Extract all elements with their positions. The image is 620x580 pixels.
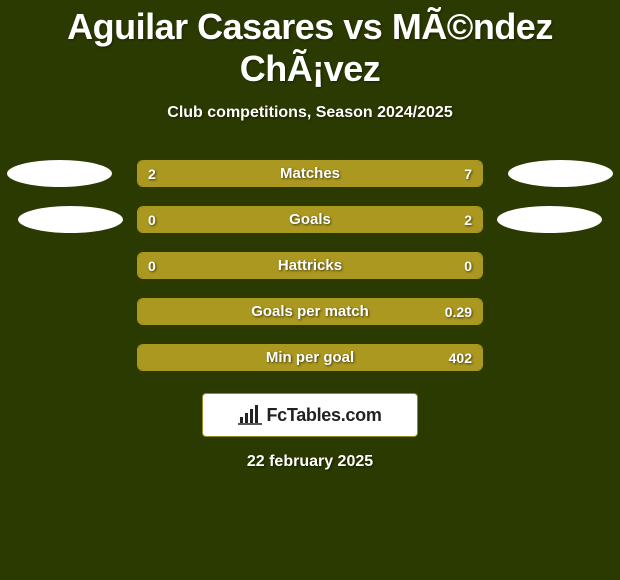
- brand-box: FcTables.com: [202, 393, 418, 437]
- player-ellipse-left: [18, 206, 123, 233]
- stat-value-left: 0: [148, 258, 156, 274]
- stat-value-right: 7: [464, 166, 472, 182]
- stat-label: Matches: [280, 165, 340, 182]
- stat-row: 0 2 Goals: [0, 206, 620, 233]
- stat-bar: 0 2 Goals: [137, 206, 483, 233]
- stat-value-right: 0: [464, 258, 472, 274]
- stat-bar: 0 0 Hattricks: [137, 252, 483, 279]
- bar-chart-icon: [238, 405, 262, 425]
- brand-text: FcTables.com: [266, 405, 381, 426]
- stat-label: Goals: [289, 211, 331, 228]
- stat-label: Goals per match: [251, 303, 369, 320]
- stat-row: 0.29 Goals per match: [0, 298, 620, 325]
- player-ellipse-right: [508, 160, 613, 187]
- stat-row: 402 Min per goal: [0, 344, 620, 371]
- player-ellipse-right: [497, 206, 602, 233]
- date-text: 22 february 2025: [0, 453, 620, 471]
- player-ellipse-left: [7, 160, 112, 187]
- stat-row: 2 7 Matches: [0, 160, 620, 187]
- stat-label: Hattricks: [278, 257, 342, 274]
- stat-row: 0 0 Hattricks: [0, 252, 620, 279]
- stat-value-right: 2: [464, 212, 472, 228]
- stat-bar: 2 7 Matches: [137, 160, 483, 187]
- stat-value-right: 402: [449, 350, 472, 366]
- stat-bar: 402 Min per goal: [137, 344, 483, 371]
- stats-rows: 2 7 Matches 0 2 Goals 0 0 Hattricks 0.29 Goals per…: [0, 160, 620, 371]
- subtitle: Club competitions, Season 2024/2025: [0, 104, 620, 122]
- stat-bar: 0.29 Goals per match: [137, 298, 483, 325]
- page-title: Aguilar Casares vs MÃ©ndez ChÃ¡vez: [0, 0, 620, 90]
- stat-value-right: 0.29: [445, 304, 472, 320]
- stat-value-left: 2: [148, 166, 156, 182]
- stat-label: Min per goal: [266, 349, 354, 366]
- stat-value-left: 0: [148, 212, 156, 228]
